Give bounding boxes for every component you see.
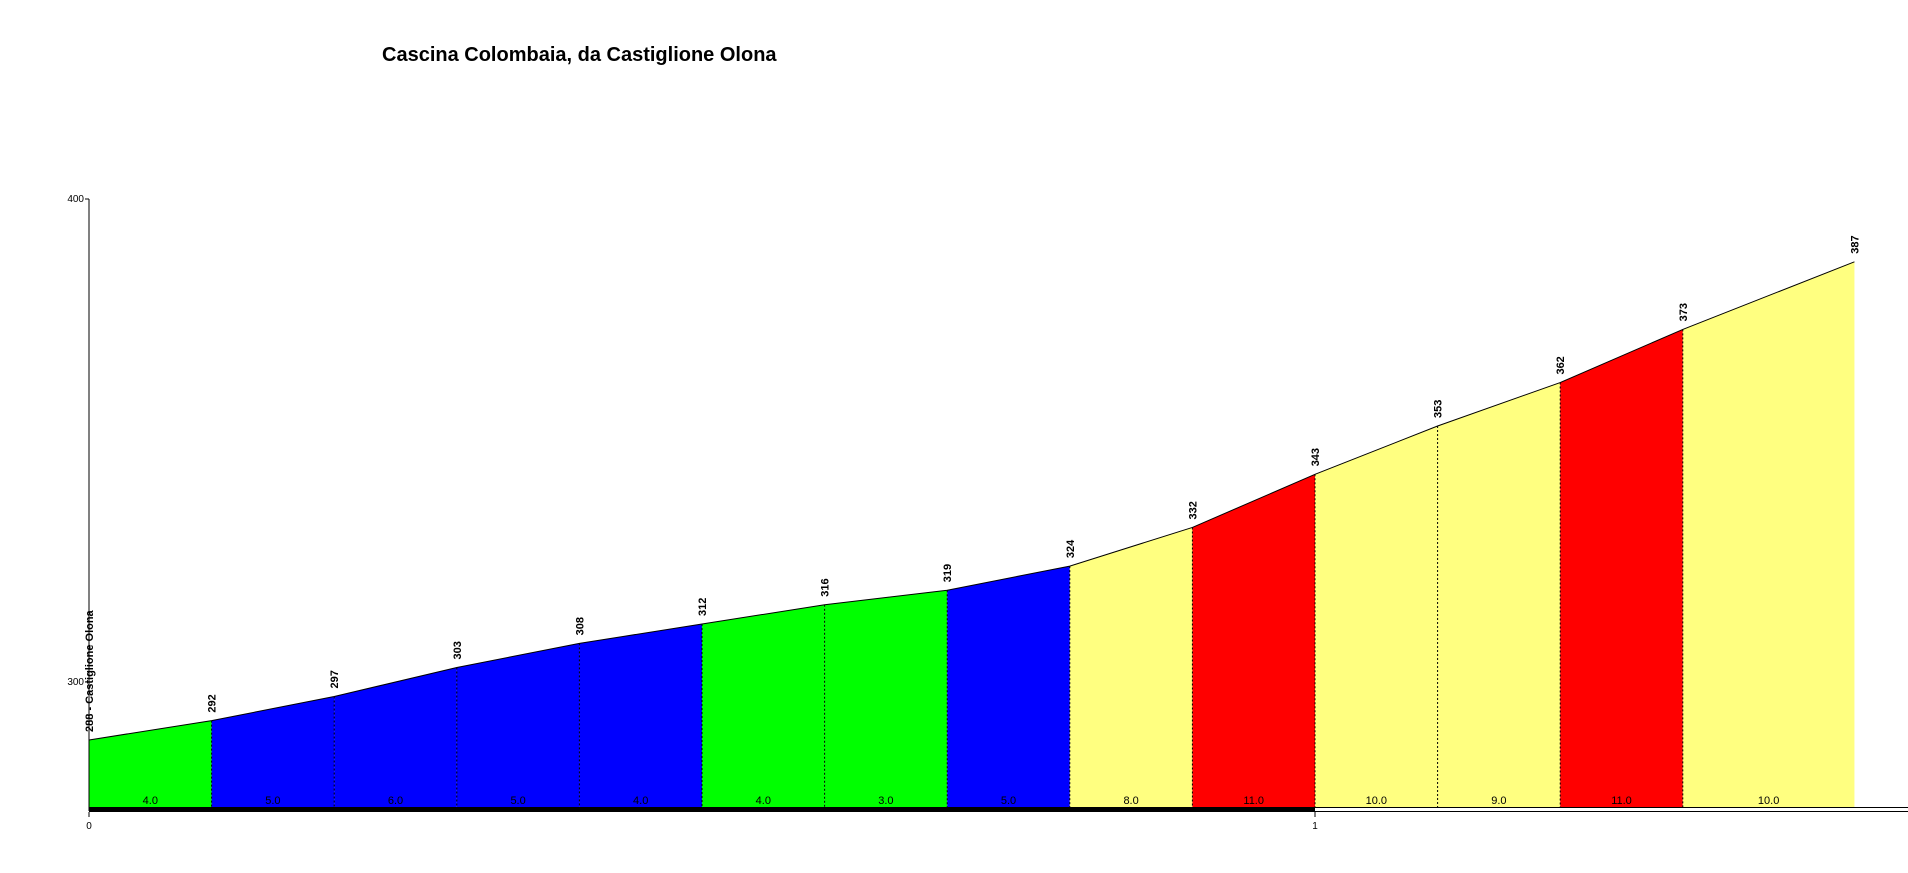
elevation-label: 312 xyxy=(697,598,709,616)
gradient-segment-7 xyxy=(824,590,948,807)
y-tick-label: 400 xyxy=(67,194,84,205)
segment-gradient-label: 4.0 xyxy=(143,795,158,807)
x-tick-label: 1 xyxy=(1312,821,1318,832)
profile-line xyxy=(88,261,1855,741)
gradient-segment-13 xyxy=(1560,329,1683,807)
segment-gradient-label: 11.0 xyxy=(1243,795,1264,807)
start-point-label: 288 - Castiglione Olona xyxy=(84,609,96,732)
axes: 300 400 0 1 xyxy=(67,194,1908,832)
gradient-segment-2 xyxy=(211,696,335,807)
elevation-label: 362 xyxy=(1555,356,1567,374)
gradient-segment-14 xyxy=(1682,261,1855,807)
segment-gradient-label: 4.0 xyxy=(756,795,771,807)
x-tick-label: 0 xyxy=(86,821,92,832)
elevation-label: 316 xyxy=(820,578,832,596)
elevation-label: 353 xyxy=(1433,400,1445,418)
segment-gradient-label: 5.0 xyxy=(1001,795,1016,807)
chart-title: Cascina Colombaia, da Castiglione Olona xyxy=(382,44,777,66)
elevation-label: 297 xyxy=(329,670,341,688)
segment-gradient-label: 9.0 xyxy=(1491,795,1506,807)
labels: 4.0 5.0 6.0 5.0 4.0 4.0 3.0 5.0 8.0 11.0 10.0 9.0 11… xyxy=(84,235,1861,807)
elevation-label: 308 xyxy=(574,617,586,635)
gradient-segment-11 xyxy=(1315,426,1438,807)
gradient-segment-6 xyxy=(702,604,825,807)
gradient-segment-4 xyxy=(456,643,580,807)
y-tick-label: 300 xyxy=(67,677,84,688)
elevation-label: 373 xyxy=(1678,303,1690,321)
elevation-label: 319 xyxy=(942,564,954,582)
gradient-segment-12 xyxy=(1437,382,1561,807)
elevation-label: 343 xyxy=(1310,448,1322,466)
x-axis-km-bar xyxy=(89,807,1315,812)
elevation-label: 332 xyxy=(1187,501,1199,519)
gradient-segments xyxy=(89,261,1855,807)
segment-gradient-label: 11.0 xyxy=(1611,795,1632,807)
gradient-segment-1 xyxy=(89,720,212,807)
segment-gradient-label: 4.0 xyxy=(633,795,648,807)
segment-gradient-label: 10.0 xyxy=(1366,795,1387,807)
profile-outline xyxy=(88,261,1855,807)
elevation-label: 292 xyxy=(207,694,219,712)
elevation-label: 324 xyxy=(1065,539,1077,558)
gradient-segment-8 xyxy=(947,566,1070,807)
gradient-segment-5 xyxy=(579,624,702,807)
segment-gradient-label: 8.0 xyxy=(1123,795,1138,807)
gradient-segment-9 xyxy=(1069,527,1193,807)
elevation-label: 387 xyxy=(1849,235,1861,253)
segment-gradient-label: 3.0 xyxy=(878,795,893,807)
segment-gradient-label: 6.0 xyxy=(388,795,403,807)
gradient-segment-3 xyxy=(334,667,457,807)
segment-gradient-label: 10.0 xyxy=(1758,795,1779,807)
segment-gradient-label: 5.0 xyxy=(265,795,280,807)
elevation-label: 303 xyxy=(452,641,464,659)
segment-gradient-label: 5.0 xyxy=(510,795,525,807)
gradient-segment-10 xyxy=(1192,474,1315,807)
